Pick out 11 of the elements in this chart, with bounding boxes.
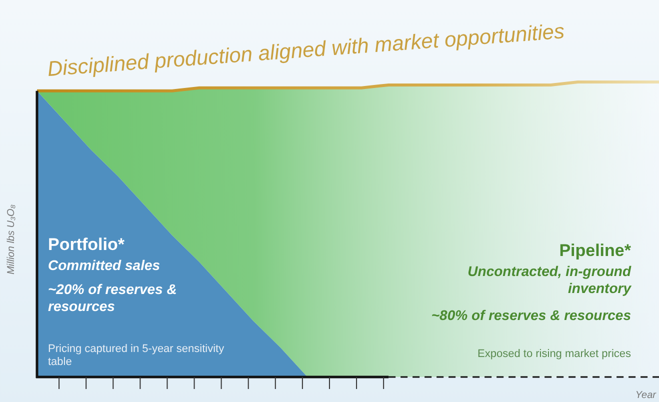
annotation: Uncontracted, in-ground inventory <box>468 263 632 296</box>
series-label: Pipeline* <box>559 241 632 260</box>
annotation: ~80% of reserves & resources <box>431 307 632 323</box>
annotation: Pricing captured in 5-year sensitivity table <box>48 343 225 368</box>
chart-title: Disciplined production aligned with market opportunities <box>46 20 566 81</box>
annotation: ~20% of reserves & resources <box>48 281 177 314</box>
annotation: Committed sales <box>48 257 160 273</box>
y-axis-title: Million lbs U₃O₈ <box>6 204 17 274</box>
x-axis-title: Year <box>635 390 657 401</box>
series-label: Portfolio* <box>48 235 125 254</box>
annotation: Exposed to rising market prices <box>478 348 632 360</box>
